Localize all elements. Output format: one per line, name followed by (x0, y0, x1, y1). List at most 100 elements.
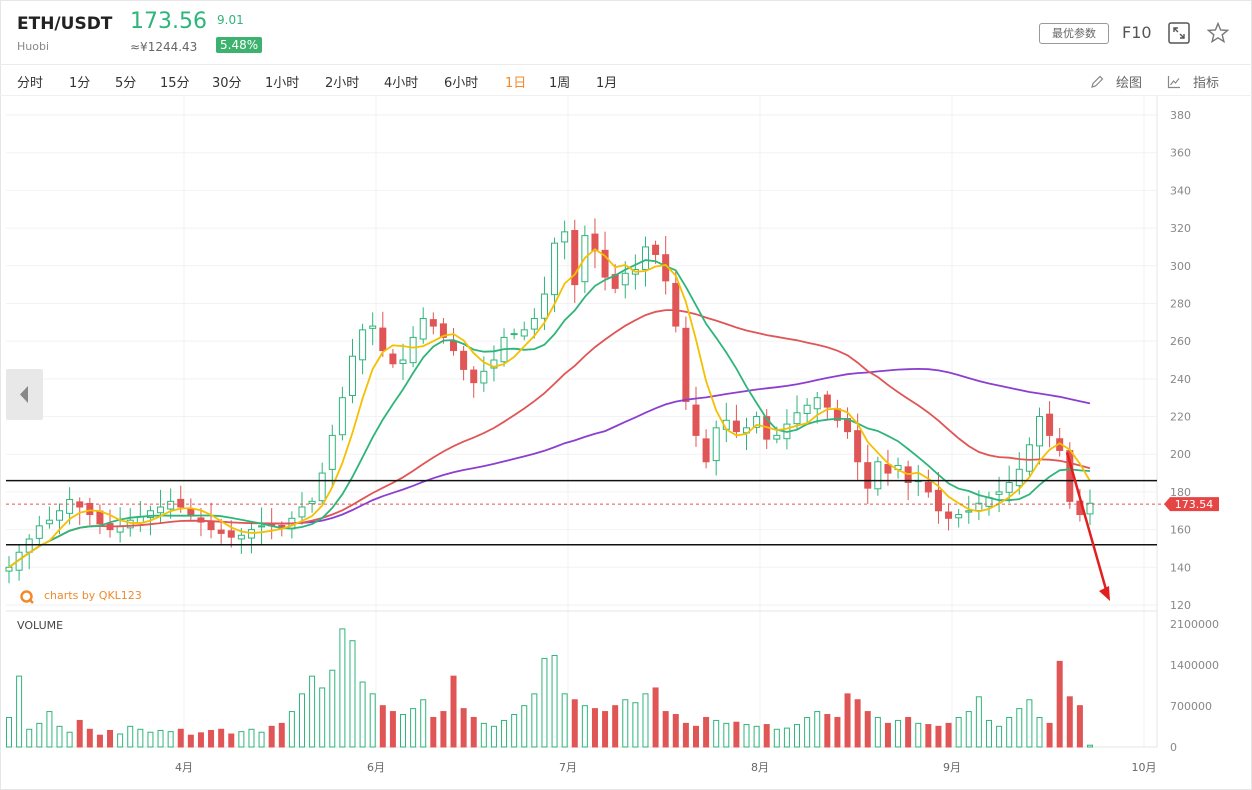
volume-bar (935, 725, 942, 748)
volume-bar (622, 699, 629, 748)
candle-body (338, 397, 346, 436)
volume-bar (258, 731, 265, 748)
volume-bar (96, 734, 103, 748)
indicator-button[interactable]: 指标 (1193, 76, 1220, 91)
volume-bar (733, 721, 740, 748)
volume-bar (66, 731, 73, 748)
trend-arrow-shaft (1065, 452, 1109, 594)
candle-body (510, 333, 518, 336)
timeframe-tab-active[interactable]: 1日 (505, 76, 527, 91)
volume-bar (298, 693, 305, 748)
price-tick-label: 320 (1170, 222, 1191, 235)
collapse-panel-button[interactable] (6, 369, 43, 420)
volume-bar (319, 687, 326, 748)
volume-bar (107, 729, 114, 748)
candle-body (126, 519, 134, 529)
volume-bar (824, 714, 831, 748)
exchange-name: Huobi (17, 40, 50, 53)
candle-body (227, 530, 235, 538)
draw-button[interactable]: 绘图 (1116, 76, 1143, 91)
volume-bar (521, 705, 528, 748)
volume-bar (996, 725, 1003, 748)
pencil-icon[interactable] (1090, 74, 1104, 93)
candle-body (399, 359, 407, 364)
candle-body (561, 231, 569, 243)
candle-body (540, 293, 548, 319)
volume-bar (763, 724, 770, 748)
volume-bar (1056, 660, 1063, 748)
volume-bar (1026, 699, 1033, 748)
x-tick-label: 8月 (751, 761, 769, 774)
candle-body (773, 434, 781, 440)
fullscreen-icon[interactable] (1168, 22, 1190, 48)
candle-body (712, 427, 720, 462)
candle-body (5, 566, 13, 572)
timeframe-tab[interactable]: 15分 (160, 76, 190, 91)
volume-bar (36, 722, 43, 748)
candle-body (591, 233, 599, 252)
timeframe-tab[interactable]: 1月 (596, 76, 618, 91)
volume-bar (470, 716, 477, 748)
candle-body (732, 420, 740, 433)
candle-body (803, 404, 811, 414)
volume-bar (288, 711, 295, 748)
timeframe-tab[interactable]: 4小时 (384, 76, 419, 91)
candle-body (975, 502, 983, 512)
timeframe-tab[interactable]: 30分 (212, 76, 242, 91)
volume-bar (794, 724, 801, 748)
f10-button[interactable]: F10 (1122, 23, 1152, 42)
volume-bar (309, 675, 316, 748)
candle-body (753, 416, 761, 428)
candle-body (1005, 482, 1013, 493)
timeframe-tab[interactable]: 分时 (17, 76, 44, 91)
price-tick-label: 140 (1170, 561, 1191, 574)
candle-body (177, 498, 185, 508)
candle-body (35, 525, 43, 539)
timeframe-tab[interactable]: 1周 (549, 76, 571, 91)
volume-bar (541, 657, 548, 748)
volume-bar (268, 725, 275, 748)
price-tick-label: 120 (1170, 599, 1191, 612)
volume-tick-label: 0 (1170, 741, 1177, 754)
volume-bar (1087, 744, 1093, 748)
x-tick-label: 10月 (1132, 761, 1157, 774)
candle-body (96, 510, 104, 525)
timeframe-tab[interactable]: 6小时 (444, 76, 479, 91)
volume-bar (1036, 716, 1043, 748)
price-tick-label: 240 (1170, 373, 1191, 386)
candle-body (470, 369, 478, 384)
volume-bar (16, 675, 23, 748)
candle-body (945, 511, 953, 519)
candle-body (1015, 468, 1023, 487)
x-tick-label: 6月 (367, 761, 385, 774)
volume-bar (1016, 708, 1023, 748)
candle-body (298, 506, 306, 518)
timeframe-tab[interactable]: 1小时 (265, 76, 300, 91)
indicator-icon[interactable] (1167, 74, 1181, 93)
last-price: 173.56 (130, 9, 207, 34)
best-params-button[interactable]: 最优参数 (1039, 23, 1109, 44)
timeframe-tab[interactable]: 1分 (69, 76, 91, 91)
star-icon[interactable] (1206, 21, 1230, 48)
timeframe-toolbar: 分时 1分 5分 15分 30分 1小时 2小时 4小时 6小时 1日 1周 1… (0, 65, 1252, 96)
candle-body (450, 340, 458, 352)
volume-bar (127, 725, 134, 748)
timeframe-tab[interactable]: 5分 (115, 76, 137, 91)
candle-body (318, 472, 326, 502)
volume-bar (975, 696, 982, 748)
ma10-line (8, 259, 1091, 569)
x-tick-label: 9月 (943, 761, 961, 774)
candle-body (237, 534, 245, 540)
volume-bar (339, 628, 346, 748)
price-tick-label: 280 (1170, 297, 1191, 310)
price-tick-label: 300 (1170, 260, 1191, 273)
candle-body (702, 438, 710, 463)
volume-bar (955, 716, 962, 748)
timeframe-tab[interactable]: 2小时 (325, 76, 360, 91)
volume-bar (692, 725, 699, 748)
volume-bar (46, 711, 53, 748)
volume-bar (76, 719, 83, 748)
price-tick-label: 380 (1170, 109, 1191, 122)
candle-body (460, 350, 468, 370)
